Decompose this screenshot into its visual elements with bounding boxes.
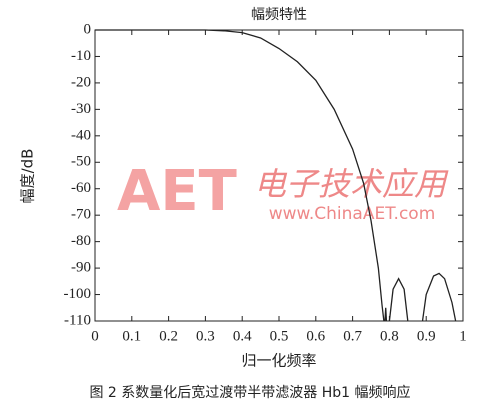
watermark-logo: AET [117,159,237,224]
y-tick-label: -80 [71,233,91,249]
x-axis-label: 归一化频率 [241,352,316,370]
caption: 图 2 系数量化后宽过渡带半带滤波器 Hb1 幅频响应 [89,384,410,401]
y-tick-label: -90 [71,260,91,276]
y-tick-label: -40 [71,127,91,143]
y-tick-label: -50 [71,154,91,170]
x-tick-label: 0.3 [196,328,215,344]
x-tick-label: 0.1 [122,328,141,344]
y-tick-label: -70 [71,207,91,223]
x-tick-label: 0 [91,328,99,344]
chart-title: 幅频特性 [251,7,307,23]
x-tick-label: 0.8 [380,328,399,344]
y-tick-label: -110 [64,312,91,328]
watermark-site: www.ChinaAET.com [269,204,436,224]
x-tick-label: 0.4 [233,328,252,344]
y-axis-label: 幅度/dB [19,149,37,204]
y-tick-label: 0 [84,21,92,37]
x-tick-label: 1 [459,328,467,344]
x-tick-label: 0.7 [343,328,362,344]
response-line [95,29,457,322]
x-tick-label: 0.9 [417,328,436,344]
y-tick-label: -20 [71,74,91,90]
x-tick-label: 0.2 [159,328,178,344]
y-tick-label: -60 [71,180,91,196]
x-tick-label: 0.5 [270,328,289,344]
y-tick-label: -30 [71,101,91,117]
watermark-name: 电子技术应用 [254,165,449,203]
y-tick-label: -100 [64,286,92,302]
x-tick-label: 0.6 [306,328,325,344]
y-tick-label: -10 [71,48,91,64]
